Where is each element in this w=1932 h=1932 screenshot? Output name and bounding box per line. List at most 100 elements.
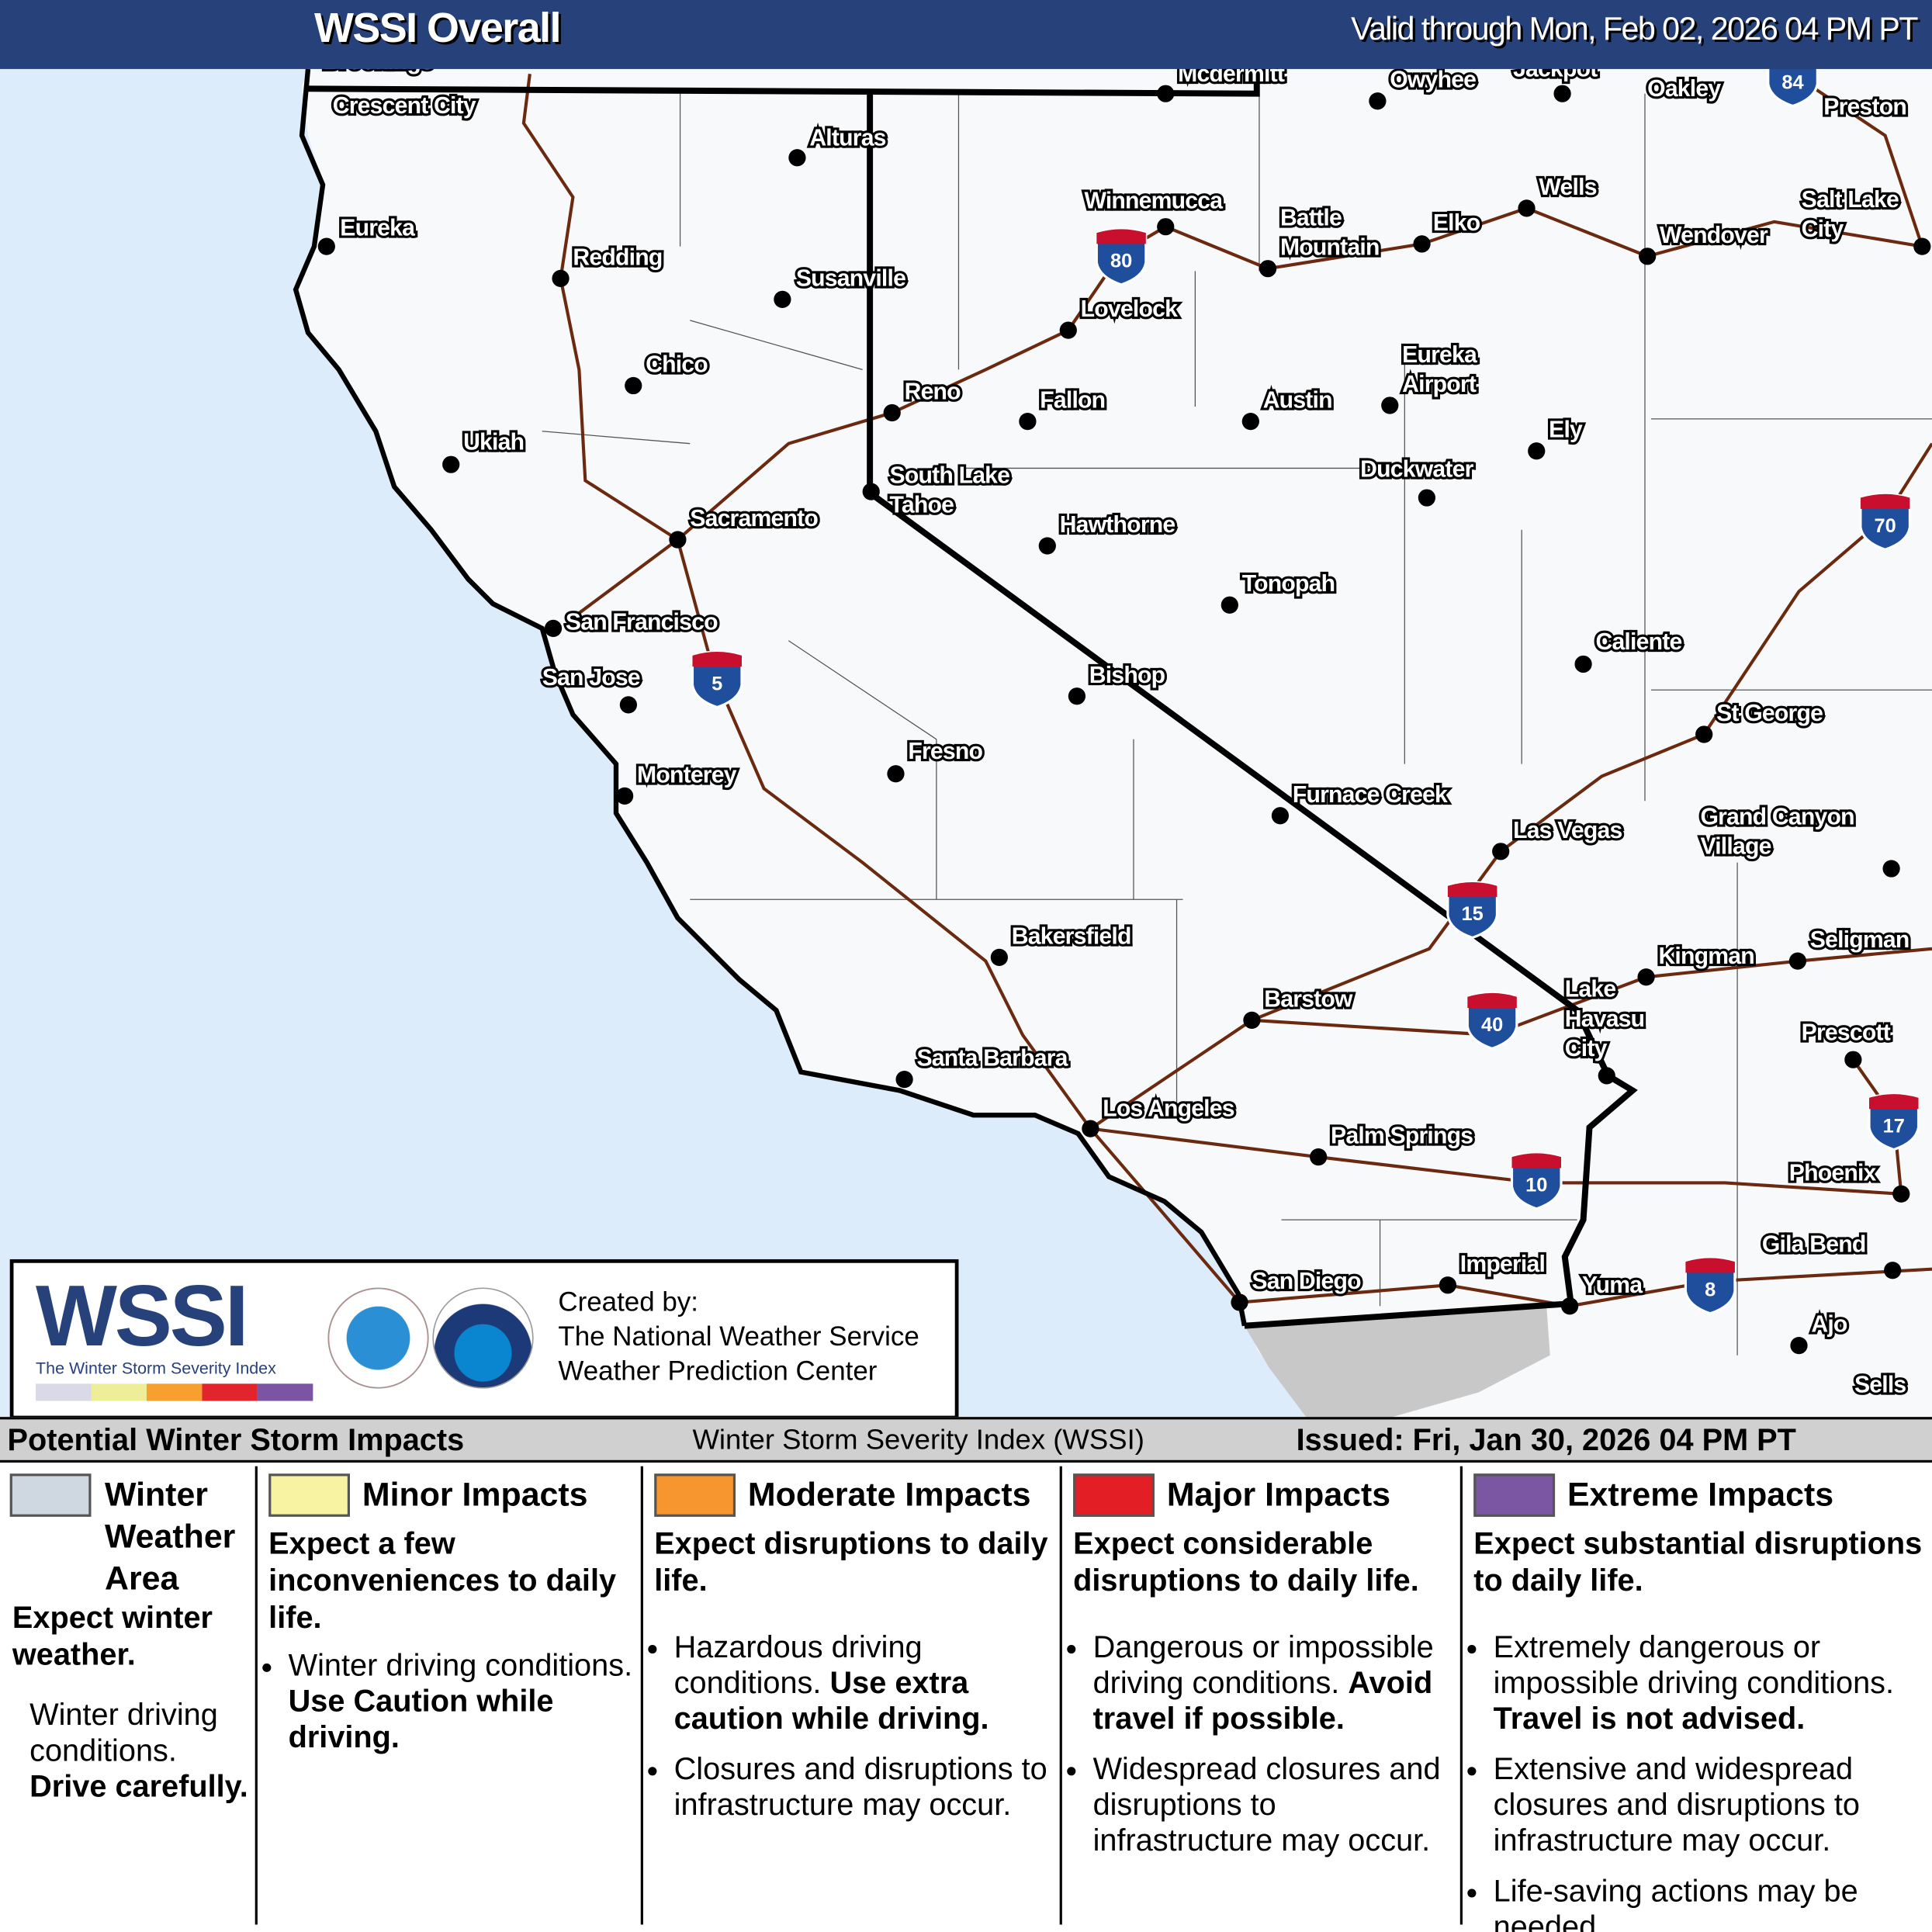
coastline (293, 68, 1248, 1327)
logo-panel: WSSI The Winter Storm Severity Index Cre… (9, 1259, 959, 1420)
city-dot (1231, 1293, 1248, 1311)
city-dot (1598, 1067, 1615, 1085)
city-label: Furnace Creek (1293, 782, 1448, 808)
city-dot (990, 948, 1008, 966)
city-label: San Diego (1252, 1269, 1361, 1294)
city-label: Fresno (908, 739, 982, 764)
city-elko: Elko (1413, 208, 1484, 253)
scale-swatch (146, 1383, 203, 1401)
city-label: Prescott (1802, 1020, 1891, 1045)
state-borders (307, 68, 1638, 1329)
city-label: Phoenix (1789, 1160, 1877, 1186)
city-dot (1259, 260, 1277, 278)
city-dot (1882, 860, 1900, 878)
city-label: Reno (905, 379, 961, 405)
city-dot (625, 376, 642, 395)
city-label: Santa Barbara (916, 1046, 1068, 1072)
category-title: Winter Weather Area (104, 1476, 236, 1598)
city-eureka-airport: Eureka Airport (1381, 340, 1480, 414)
city-dot (1038, 537, 1056, 555)
city-chico: Chico (625, 349, 711, 395)
city-label: Tonopah (1242, 571, 1335, 597)
legend-moderate-impacts: Moderate Impacts Expect disruptions to d… (645, 1464, 1060, 1923)
city-dot (1788, 952, 1807, 970)
category-headline: Expect disruptions to daily life. (654, 1526, 1048, 1598)
bullet-advice: Avoid travel if possible. (1092, 1665, 1433, 1736)
category-headline: Expect considerable disruptions to daily… (1073, 1526, 1419, 1598)
category-title: Moderate Impacts (747, 1476, 1031, 1514)
city-dot (1413, 235, 1431, 253)
city-dot (1310, 1148, 1328, 1166)
impact-bullet: Dangerous or impossible driving conditio… (1093, 1630, 1456, 1737)
city-label: Ajo (1811, 1312, 1847, 1338)
bullet-advice: Use extra caution while driving. (673, 1665, 989, 1736)
city-eureka: Eureka (317, 213, 418, 255)
city-label: St George (1716, 701, 1823, 726)
city-south-lake-tahoe: South Lake Tahoe (862, 460, 1013, 521)
city-label: Wells (1539, 175, 1596, 200)
column-divider (254, 1466, 258, 1925)
city-phoenix: Phoenix (1787, 1158, 1910, 1203)
city-dot (1528, 442, 1546, 460)
legend-winter-weather-area: Winter Weather Area Expect winter weathe… (0, 1464, 255, 1923)
city-label: Chico (646, 352, 708, 378)
city-los-angeles: Los Angeles (1082, 1094, 1238, 1137)
major-impacts-swatch (1073, 1473, 1155, 1517)
city-label: Grand Canyon Village (1700, 804, 1854, 859)
interstate-number: 40 (1481, 1014, 1503, 1036)
city-dot (544, 619, 563, 638)
city-dot (862, 483, 880, 500)
city-gila-bend: Gila Bend (1760, 1229, 1902, 1279)
city-bishop: Bishop (1068, 660, 1169, 705)
city-label: Yuma (1582, 1272, 1643, 1298)
city-label: Las Vegas (1513, 818, 1622, 843)
city-dot (616, 787, 634, 805)
category-advice: Drive carefully. (29, 1769, 248, 1804)
city-label: Fallon (1040, 388, 1105, 414)
city-dot (1369, 92, 1387, 110)
city-label: Palm Springs (1331, 1124, 1473, 1149)
city-redding: Redding (552, 242, 665, 288)
city-preston: Preston (1821, 92, 1909, 123)
city-dot (895, 1070, 913, 1089)
column-divider (1059, 1466, 1062, 1925)
bullet-text: Dangerous or impossible driving conditio… (1092, 1629, 1434, 1701)
bullet-text: Widespread closures and disruptions to i… (1092, 1752, 1441, 1858)
city-label: Elko (1433, 210, 1480, 236)
created-by-label: Created by: (558, 1286, 698, 1317)
land (296, 68, 1932, 1418)
city-grand-canyon-village: Grand Canyon Village (1698, 802, 1900, 878)
city-barstow: Barstow (1243, 984, 1356, 1029)
city-dot (1884, 1262, 1902, 1279)
bullet-text: Life-saving actions may be needed. (1493, 1874, 1858, 1932)
city-label: San Francisco (566, 609, 718, 635)
scale-swatch (36, 1383, 92, 1401)
city-monterey: Monterey (616, 760, 740, 805)
interstate-40-shield-icon: 40 (1466, 992, 1518, 1051)
city-label: Redding (573, 244, 662, 270)
city-dot (1574, 655, 1592, 673)
interstate-number: 8 (1705, 1279, 1716, 1301)
city-label: Kingman (1658, 943, 1754, 969)
city-dot (619, 696, 638, 714)
city-san-francisco: San Francisco (544, 607, 721, 638)
city-dot (552, 269, 570, 288)
city-san-diego: San Diego (1231, 1266, 1364, 1311)
city-label: Imperial (1460, 1252, 1545, 1277)
wssi-color-scale (36, 1383, 313, 1401)
city-salt-lake-city: Salt Lake City (1799, 185, 1931, 255)
city-label: Susanville (796, 265, 905, 291)
city-duckwater: Duckwater (1358, 454, 1477, 507)
city-label: Crescent City (333, 93, 476, 119)
city-susanville: Susanville (774, 263, 909, 309)
city-wells: Wells (1518, 172, 1600, 217)
city-austin: Austin (1241, 385, 1335, 431)
city-dot (1381, 396, 1399, 414)
city-label: Oakley (1647, 76, 1721, 102)
city-crescent-city: Crescent City (331, 91, 480, 121)
bullet-text: Closures and disruptions to infrastructu… (673, 1752, 1047, 1823)
interstate-17-shield-icon: 17 (1868, 1092, 1920, 1151)
city-dot (442, 455, 460, 473)
city-label: Gila Bend (1762, 1231, 1866, 1257)
